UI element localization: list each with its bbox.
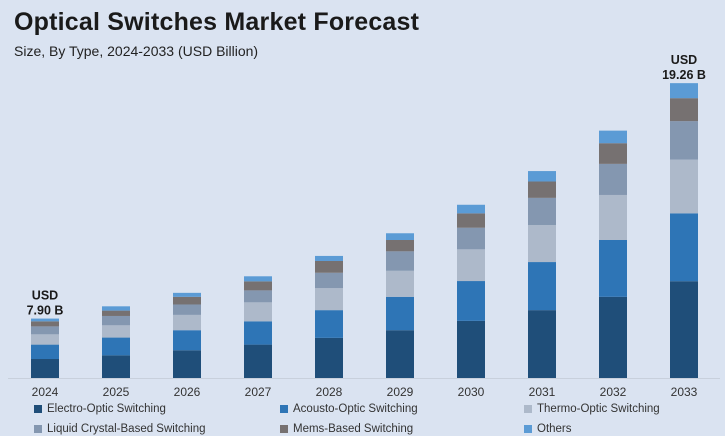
legend-swatch: [280, 425, 288, 433]
bar-segment-2029-3: [386, 251, 414, 271]
bar-segment-2024-2: [31, 334, 59, 345]
bar-segment-2029-4: [386, 239, 414, 252]
bar-segment-2028-5: [315, 255, 343, 261]
bar-segment-2033-0: [670, 281, 698, 378]
x-tick-label: 2032: [600, 385, 627, 399]
bar-segment-2030-5: [457, 204, 485, 214]
legend-item: Thermo-Optic Switching: [524, 403, 660, 415]
bar-segment-2025-1: [102, 337, 130, 356]
x-tick-label: 2027: [245, 385, 272, 399]
bar-segment-2031-0: [528, 310, 556, 378]
bar-segment-2024-4: [31, 321, 59, 327]
bar-segment-2025-2: [102, 325, 130, 338]
total-label-currency: USD: [671, 53, 697, 67]
legend-label: Electro-Optic Switching: [47, 403, 166, 415]
legend-swatch: [34, 405, 42, 413]
bar-segment-2031-1: [528, 262, 556, 311]
bar-segment-2030-4: [457, 213, 485, 228]
legend-item: Mems-Based Switching: [280, 423, 413, 435]
bar-segment-2033-1: [670, 213, 698, 282]
bar-segment-2029-5: [386, 233, 414, 240]
bar-segment-2031-4: [528, 181, 556, 198]
bar-segment-2033-2: [670, 159, 698, 214]
legend-item: Others: [524, 423, 572, 435]
bar-segment-2032-5: [599, 130, 627, 144]
legend-item: Liquid Crystal-Based Switching: [34, 423, 206, 435]
legend-label: Mems-Based Switching: [293, 423, 414, 435]
bar-segment-2031-2: [528, 224, 556, 263]
bar-segment-2030-2: [457, 249, 485, 282]
bar-segment-2026-3: [173, 304, 201, 315]
bar-segment-2025-0: [102, 355, 130, 378]
legend-swatch: [34, 425, 42, 433]
total-label-value: 19.26 B: [662, 68, 706, 82]
chart-subtitle: Size, By Type, 2024-2033 (USD Billion): [14, 43, 259, 59]
bar-segment-2028-0: [315, 337, 343, 378]
x-tick-label: 2029: [387, 385, 414, 399]
bar-segment-2031-5: [528, 171, 556, 182]
legend-swatch: [280, 405, 288, 413]
x-tick-label: 2026: [174, 385, 201, 399]
x-tick-label: 2025: [103, 385, 130, 399]
bar-segment-2031-3: [528, 197, 556, 225]
legend-label: Thermo-Optic Switching: [537, 403, 660, 415]
chart-title: Optical Switches Market Forecast: [14, 8, 420, 36]
bar-segment-2033-4: [670, 98, 698, 122]
bar-segment-2024-3: [31, 326, 59, 335]
bar-segment-2027-0: [244, 344, 272, 378]
legend-item: Electro-Optic Switching: [34, 403, 166, 415]
bar-segment-2027-4: [244, 281, 272, 291]
legend-label: Liquid Crystal-Based Switching: [47, 423, 206, 435]
x-tick-label: 2028: [316, 385, 343, 399]
bar-segment-2032-2: [599, 194, 627, 240]
x-tick-label: 2024: [32, 385, 59, 399]
bar-segment-2024-1: [31, 344, 59, 360]
bar-segment-2028-2: [315, 288, 343, 311]
x-tick-label: 2033: [671, 385, 698, 399]
bar-segment-2028-1: [315, 310, 343, 338]
bar-segment-2030-0: [457, 320, 485, 378]
legend-swatch: [524, 405, 532, 413]
bar-segment-2030-3: [457, 227, 485, 250]
bar-segment-2027-2: [244, 302, 272, 322]
bar-segment-2026-2: [173, 314, 201, 331]
bar-segment-2032-1: [599, 239, 627, 297]
bar-segment-2026-4: [173, 296, 201, 305]
bar-segment-2032-0: [599, 296, 627, 378]
x-tick-label: 2031: [529, 385, 556, 399]
bar-segment-2027-5: [244, 276, 272, 282]
bar-segment-2026-1: [173, 330, 201, 351]
bar-segment-2024-0: [31, 359, 59, 378]
bar-segment-2025-5: [102, 306, 130, 311]
bar-segment-2030-1: [457, 281, 485, 321]
legend-label: Others: [537, 423, 572, 435]
bar-segment-2033-5: [670, 83, 698, 99]
legend-label: Acousto-Optic Switching: [293, 403, 418, 415]
bar-segment-2024-5: [31, 318, 59, 322]
bar-segment-2032-4: [599, 143, 627, 164]
legend-swatch: [524, 425, 532, 433]
bar-segment-2029-2: [386, 270, 414, 297]
bar-segment-2026-0: [173, 350, 201, 378]
bar-segment-2029-1: [386, 296, 414, 331]
bar-segment-2027-1: [244, 321, 272, 345]
bar-segment-2028-4: [315, 260, 343, 273]
total-label-value: 7.90 B: [27, 304, 64, 318]
x-tick-label: 2030: [458, 385, 485, 399]
bar-segment-2029-0: [386, 330, 414, 378]
bar-segment-2026-5: [173, 292, 201, 297]
bar-segment-2027-3: [244, 290, 272, 303]
bar-segment-2025-3: [102, 315, 130, 326]
bar-segment-2032-3: [599, 163, 627, 195]
bar-segment-2033-3: [670, 121, 698, 160]
bar-segment-2028-3: [315, 272, 343, 289]
legend-item: Acousto-Optic Switching: [280, 403, 418, 415]
total-label-currency: USD: [32, 289, 58, 303]
bar-segment-2025-4: [102, 310, 130, 316]
